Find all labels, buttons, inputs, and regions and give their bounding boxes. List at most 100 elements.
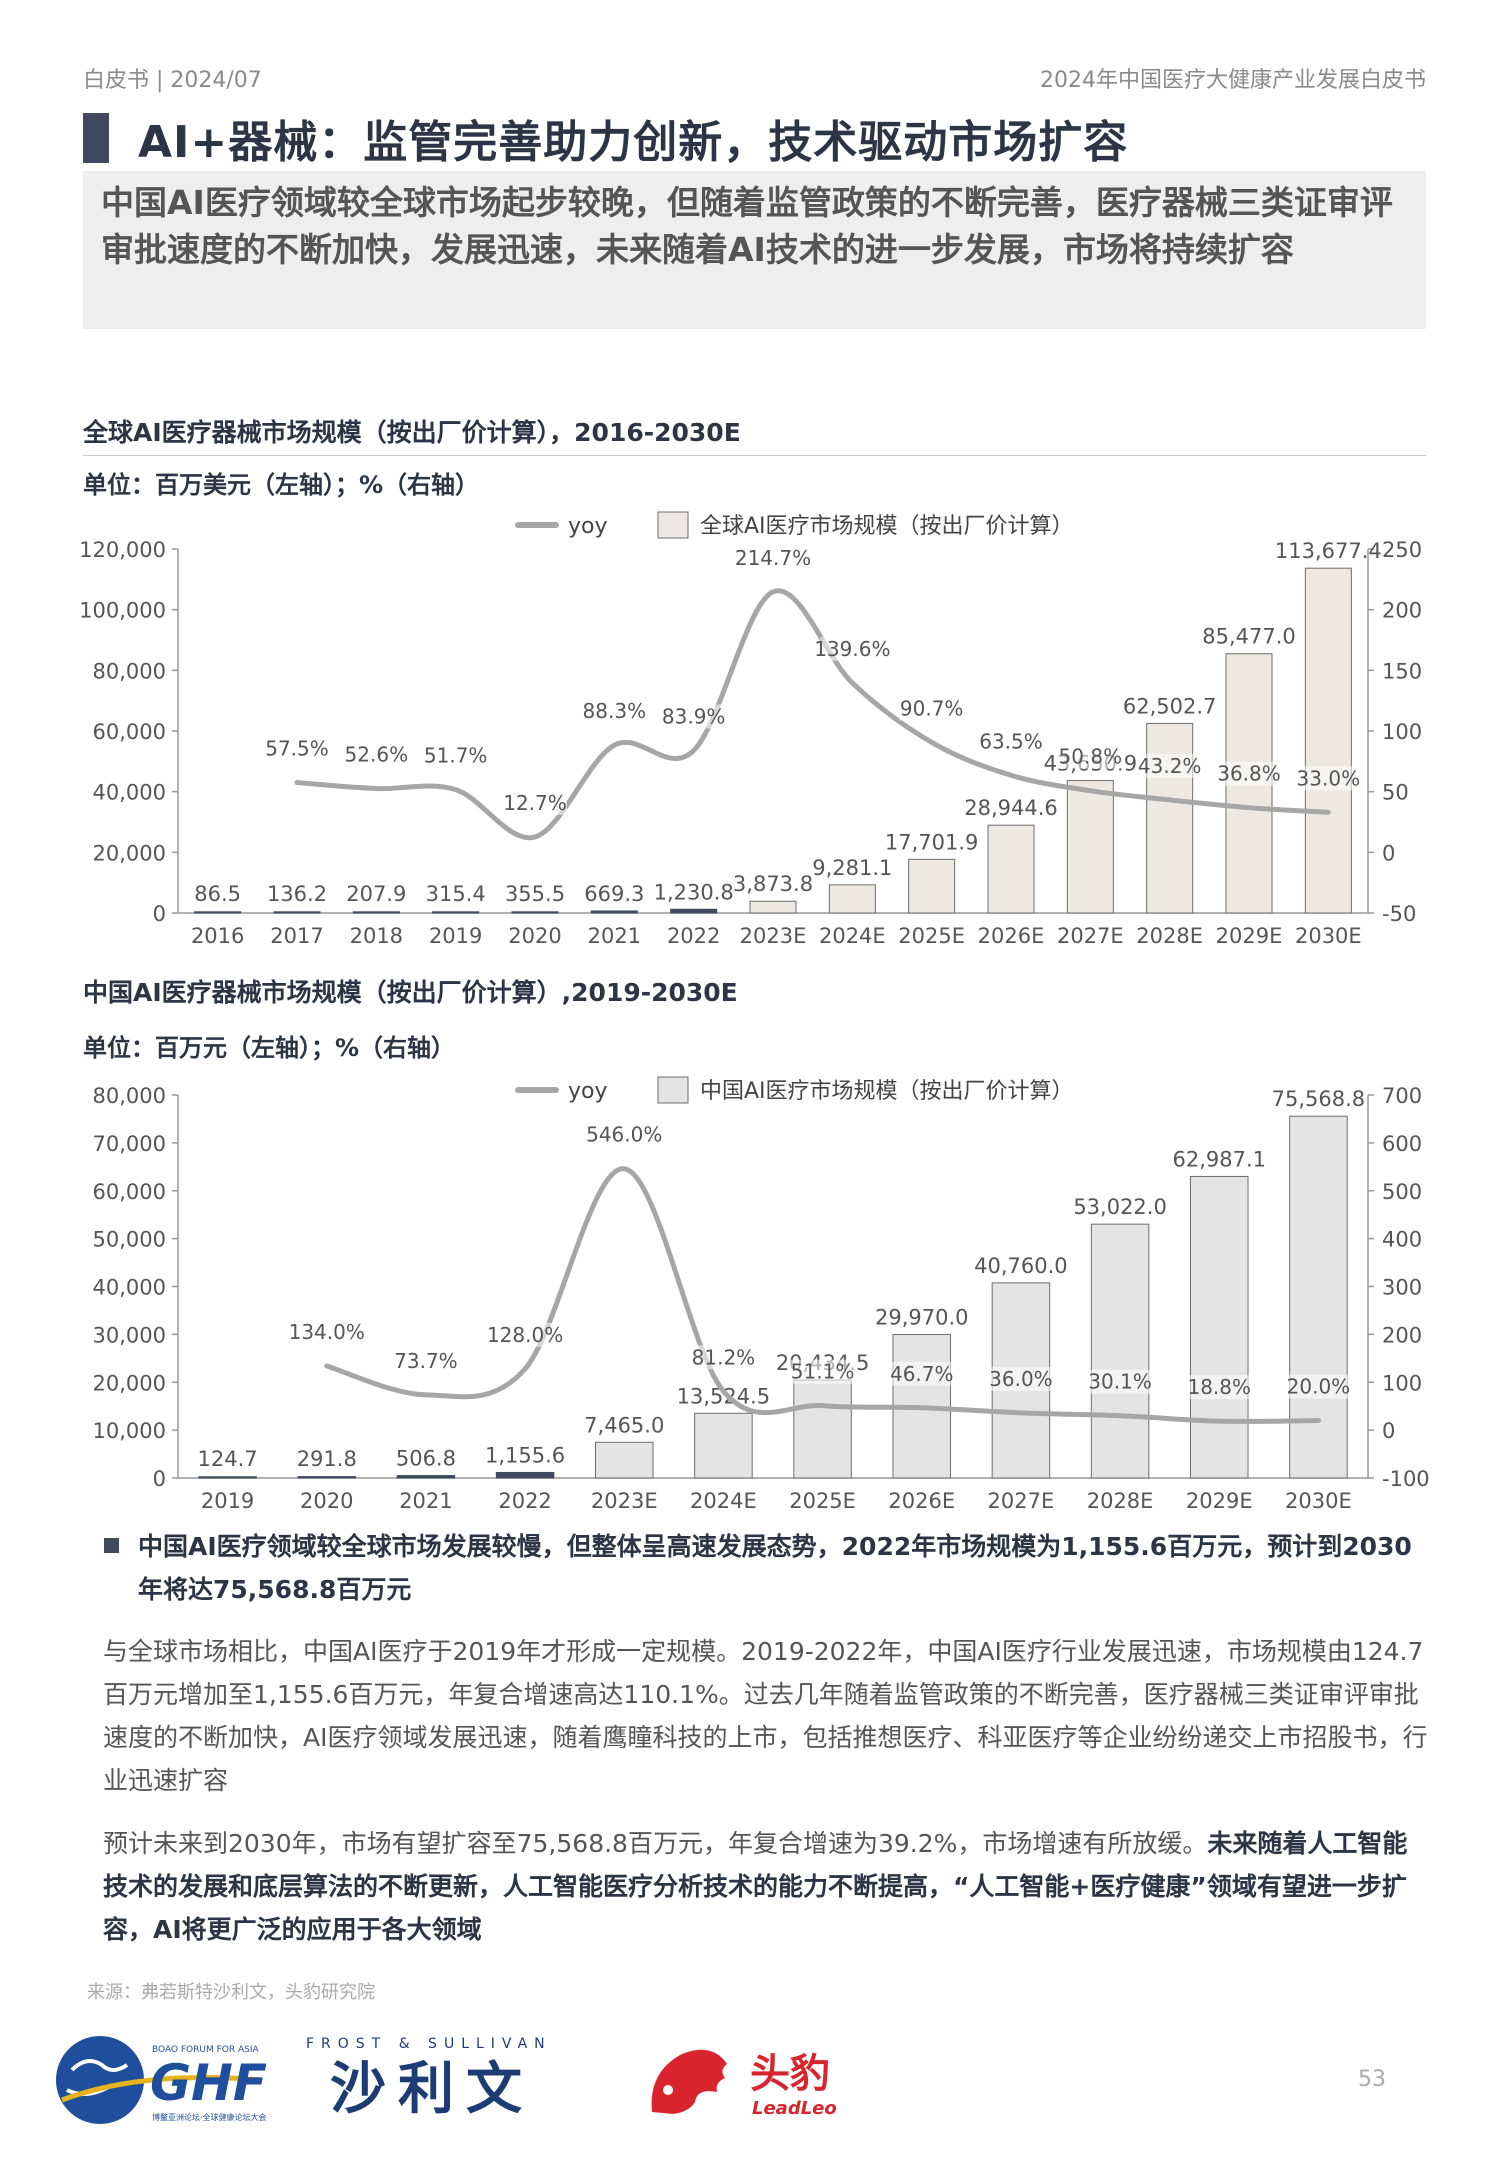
header-right: 2024年中国医疗大健康产业发展白皮书 <box>1040 68 1426 93</box>
yoy-label-bg <box>1286 1374 1351 1399</box>
bar <box>1146 722 1194 914</box>
bar <box>1189 1175 1249 1479</box>
bar <box>273 911 321 914</box>
left-tick-label: 100,000 <box>79 599 166 623</box>
yoy-point-label: 73.7% <box>394 1349 458 1373</box>
yoy-label-bg <box>691 1345 756 1370</box>
bar-value-label: 29,970.0 <box>875 1306 969 1330</box>
page-number: 53 <box>1358 2067 1386 2092</box>
bar <box>694 1412 753 1479</box>
yoy-point-label: 50.8% <box>1059 745 1123 769</box>
page-title: AI+器械：监管完善助力创新，技术驱动市场扩容 <box>138 117 1129 168</box>
chart2-unit: 单位：百万元（左轴）；%（右轴） <box>83 1034 456 1062</box>
x-tick-label: 2027E <box>988 1489 1055 1513</box>
yoy-point-label: 46.7% <box>890 1362 954 1386</box>
chart2-heading: 中国AI医疗器械市场规模（按出厂价计算）,2019-2030E <box>83 978 738 1007</box>
x-tick-label: 2029E <box>1216 924 1283 948</box>
bar-value-label: 669.3 <box>584 882 644 906</box>
x-tick-label: 2030E <box>1285 1489 1352 1513</box>
right-tick-label: 200 <box>1382 599 1422 623</box>
left-tick-label: 60,000 <box>93 1180 166 1204</box>
left-tick-label: 0 <box>153 902 166 926</box>
title-accent-bar <box>83 113 109 163</box>
paragraph-2-normal: 预计未来到2030年，市场有望扩容至75,568.8百万元，年复合增速为39.2… <box>103 1829 1208 1858</box>
left-tick-label: 80,000 <box>93 659 166 683</box>
ghf-top-text: BOAO FORUM FOR ASIA <box>152 2045 260 2055</box>
bar-value-label: 9,281.1 <box>812 856 892 880</box>
legend-bar-label: 全球AI医疗市场规模（按出厂价计算） <box>700 514 1074 539</box>
bar-value-label: 1,230.8 <box>654 880 734 904</box>
bar <box>594 1441 654 1479</box>
yoy-label-bg <box>1088 1369 1153 1394</box>
yoy-point-label: 88.3% <box>583 699 647 723</box>
yoy-label-bg <box>393 1348 458 1373</box>
left-tick-label: 80,000 <box>93 1084 166 1108</box>
left-tick-label: 60,000 <box>93 720 166 744</box>
legend-bar-swatch <box>657 1076 689 1104</box>
yoy-point-label: 546.0% <box>586 1123 662 1147</box>
x-tick-label: 2026E <box>978 924 1045 948</box>
right-tick-label: 150 <box>1382 659 1422 683</box>
left-tick-label: 0 <box>153 1467 166 1491</box>
bar-value-label: 62,987.1 <box>1172 1147 1266 1171</box>
legend-yoy-label: yoy <box>568 1079 608 1104</box>
bar-value-label: 62,502.7 <box>1123 694 1217 718</box>
left-tick-label: 40,000 <box>93 1276 166 1300</box>
chart2-svg: yoy 中国AI医疗市场规模（按出厂价计算） 0 10,000 20,000 30,000… <box>93 1076 1430 1513</box>
right-tick-label: 100 <box>1382 1371 1422 1395</box>
yoy-label-bg <box>423 743 488 768</box>
yoy-point-label: 33.0% <box>1297 766 1361 790</box>
yoy-label-bg <box>1187 1375 1252 1400</box>
bar-value-label: 136.2 <box>267 882 327 906</box>
x-tick-label: 2017 <box>270 924 323 948</box>
chart1-heading: 全球AI医疗器械市场规模（按出厂价计算），2016-2030E <box>83 418 741 447</box>
left-tick-label: 10,000 <box>93 1419 166 1443</box>
bar <box>297 1476 357 1479</box>
yoy-point-label: 20.0% <box>1287 1375 1351 1399</box>
bar-value-label: 86.5 <box>194 882 241 906</box>
x-tick-label: 2016 <box>191 924 244 948</box>
x-tick-label: 2025E <box>789 1489 856 1513</box>
x-tick-label: 2024E <box>819 924 886 948</box>
x-tick-label: 2018 <box>350 924 403 948</box>
yoy-point-label: 57.5% <box>265 737 329 761</box>
subtitle-box: 中国AI医疗领域较全球市场起步较晚，但随着监管政策的不断完善，医疗器械三类证审评… <box>83 171 1426 329</box>
bar <box>908 858 956 914</box>
yoy-label-bg <box>889 1361 954 1386</box>
left-tick-label: 120,000 <box>79 538 166 562</box>
yoy-label-bg <box>503 790 567 815</box>
right-tick-label: 400 <box>1382 1228 1422 1252</box>
yoy-label-bg <box>1217 761 1281 786</box>
x-tick-label: 2026E <box>888 1489 955 1513</box>
legend-bar-label: 中国AI医疗市场规模（按出厂价计算） <box>700 1079 1074 1104</box>
ghf-bottom-text: 博鳌亚洲论坛·全球健康论坛大会 <box>152 2112 267 2122</box>
x-tick-label: 2027E <box>1057 924 1124 948</box>
leopard-icon <box>651 2049 727 2114</box>
yoy-label-bg <box>988 1366 1053 1391</box>
right-tick-label: 50 <box>1382 781 1409 805</box>
bar <box>1289 1115 1348 1479</box>
bar-value-label: 75,568.8 <box>1272 1087 1366 1111</box>
yoy-label-bg <box>294 1319 359 1344</box>
legend-yoy-label: yoy <box>568 514 608 539</box>
subtitle-text: 中国AI医疗领域较全球市场起步较晚，但随着监管政策的不断完善，医疗器械三类证审评… <box>101 183 1393 269</box>
paragraph-2-bold: 未来随着人工智能技术的发展和底层算法的不断更新，人工智能医疗分析技术的能力不断提… <box>103 1829 1408 1944</box>
x-tick-label: 2025E <box>898 924 965 948</box>
x-tick-label: 2019 <box>201 1489 254 1513</box>
bar-value-label: 40,760.0 <box>974 1254 1068 1278</box>
bar-value-label: 124.7 <box>198 1447 258 1471</box>
bar <box>828 884 876 914</box>
right-tick-label: 700 <box>1382 1084 1422 1108</box>
chart1-svg: yoy 全球AI医疗市场规模（按出厂价计算） 0 20,000 40,000 60,000… <box>79 511 1422 948</box>
bar <box>352 911 400 914</box>
header-left: 白皮书 | 2024/07 <box>83 68 262 93</box>
bar <box>1090 1223 1150 1479</box>
chart1-divider <box>83 455 1426 456</box>
x-tick-label: 2021 <box>399 1489 452 1513</box>
yoy-point-label: 90.7% <box>900 696 964 720</box>
yoy-point-label: 63.5% <box>979 729 1043 753</box>
bar <box>432 911 480 914</box>
bar <box>495 1471 555 1479</box>
bar <box>198 1476 257 1479</box>
x-tick-label: 2030E <box>1295 924 1362 948</box>
